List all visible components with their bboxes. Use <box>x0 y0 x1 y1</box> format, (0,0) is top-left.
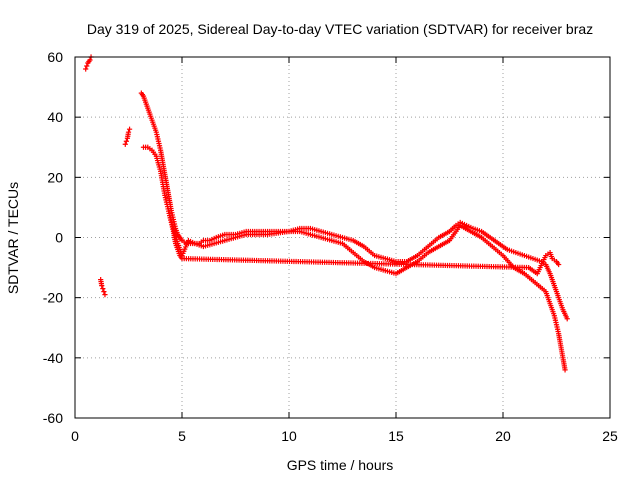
y-tick-label: -40 <box>43 350 63 366</box>
data-point <box>122 141 128 147</box>
series-isolated-low <box>98 277 108 298</box>
data-point <box>87 57 93 63</box>
y-tick-label: 0 <box>55 230 63 246</box>
series-main-upper <box>138 90 570 322</box>
series-isolated-mid <box>122 126 133 147</box>
data-point <box>125 129 132 135</box>
data-point <box>100 286 106 292</box>
y-tick-labels: -60 -40 -20 0 20 40 60 <box>43 49 63 426</box>
data-point <box>84 63 90 69</box>
series-layer <box>83 54 570 373</box>
x-tick-labels: 0 5 10 15 20 25 <box>71 428 618 444</box>
y-axis-title: SDTVAR / TECUs <box>5 182 21 294</box>
data-point <box>123 138 129 144</box>
x-tick-label: 0 <box>71 428 79 444</box>
y-tick-label: -20 <box>43 290 63 306</box>
y-tick-label: 60 <box>47 49 63 65</box>
plot-frame <box>74 56 611 419</box>
data-point <box>556 261 562 268</box>
chart-title: Day 319 of 2025, Sidereal Day-to-day VTE… <box>87 21 593 37</box>
x-axis-title: GPS time / hours <box>287 457 394 473</box>
data-point <box>101 289 107 295</box>
x-tick-label: 10 <box>281 428 297 444</box>
data-point <box>83 66 89 72</box>
x-tick-label: 15 <box>388 428 404 444</box>
data-point <box>102 292 108 298</box>
data-point <box>564 316 570 322</box>
y-tick-label: 40 <box>47 109 63 125</box>
data-point <box>99 283 105 289</box>
series-spikes <box>166 210 562 277</box>
x-tick-label: 5 <box>178 428 186 444</box>
y-tick-label: 20 <box>47 169 63 185</box>
x-tick-label: 20 <box>495 428 511 444</box>
data-point <box>126 126 133 132</box>
x-tick-label: 25 <box>602 428 618 444</box>
y-tick-label: -60 <box>43 410 63 426</box>
data-point <box>562 367 568 373</box>
